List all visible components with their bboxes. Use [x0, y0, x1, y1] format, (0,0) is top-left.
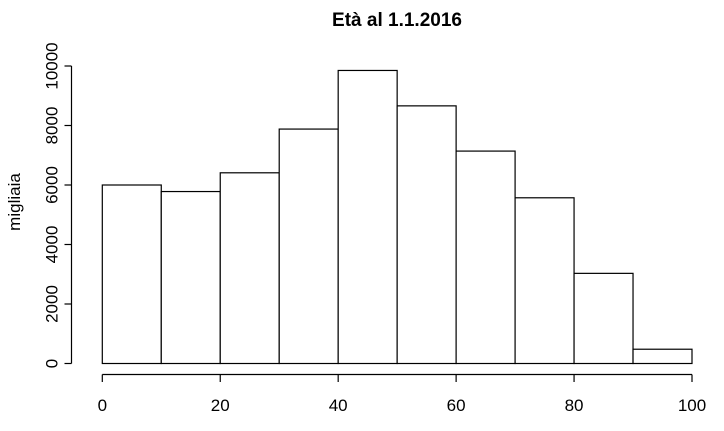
histogram-bar — [219, 172, 280, 365]
histogram-bar — [337, 69, 398, 365]
x-tick-label: 0 — [98, 396, 107, 415]
y-axis-label: migliaia — [5, 173, 24, 231]
x-tick-label: 100 — [678, 396, 706, 415]
y-tick-label: 2000 — [43, 285, 62, 323]
y-tick-label: 0 — [43, 359, 62, 368]
chart-title: Età al 1.1.2016 — [332, 10, 462, 31]
histogram-bar — [278, 128, 339, 365]
histogram-bar — [396, 105, 457, 365]
y-tick-label: 6000 — [43, 166, 62, 204]
y-tick-label: 10000 — [43, 42, 62, 89]
histogram-bar — [101, 184, 162, 365]
histogram-bar — [632, 348, 693, 365]
y-tick-label: 4000 — [43, 226, 62, 264]
histogram-bar — [160, 190, 221, 365]
histogram-bar — [514, 197, 575, 365]
y-tick-label: 8000 — [43, 107, 62, 145]
x-tick-label: 60 — [447, 396, 466, 415]
x-tick-label: 80 — [565, 396, 584, 415]
x-tick-label: 20 — [211, 396, 230, 415]
histogram-bar — [573, 272, 634, 365]
x-tick-label: 40 — [329, 396, 348, 415]
histogram-bar — [455, 150, 516, 365]
